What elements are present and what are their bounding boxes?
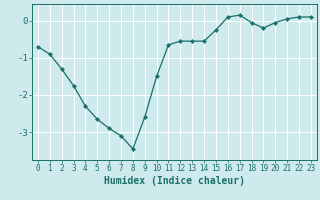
X-axis label: Humidex (Indice chaleur): Humidex (Indice chaleur) [104,176,245,186]
